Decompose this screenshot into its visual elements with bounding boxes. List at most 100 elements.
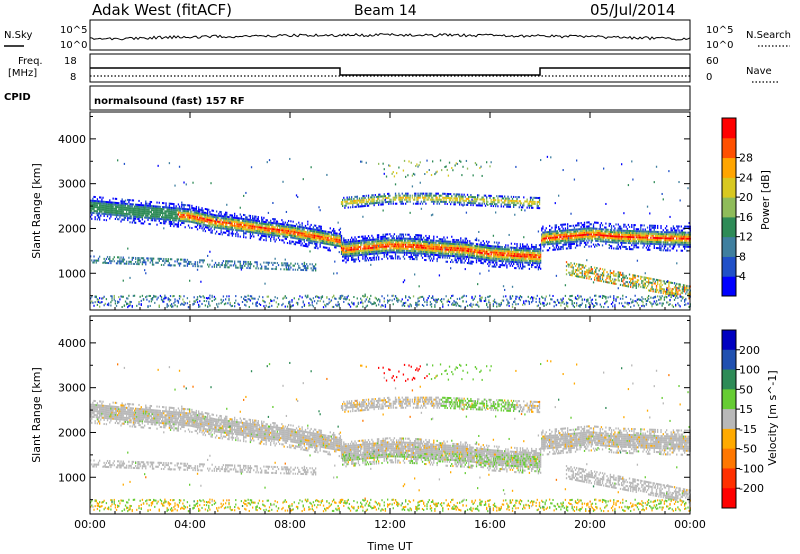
power-cell — [144, 216, 146, 219]
power-cell — [372, 242, 374, 245]
power-cell — [114, 300, 117, 303]
power-cell — [390, 249, 392, 252]
power-cell — [360, 239, 362, 242]
power-cell — [218, 220, 220, 223]
power-cell — [436, 235, 438, 238]
power-cell — [329, 237, 331, 240]
power-cell — [114, 207, 117, 210]
power-cell — [481, 258, 483, 261]
power-cell — [163, 257, 165, 260]
power-cell — [456, 249, 459, 252]
power-cell — [168, 222, 171, 225]
power-cell — [312, 240, 315, 243]
power-cell — [334, 240, 336, 243]
power-cell — [462, 257, 464, 260]
power-cell — [299, 223, 301, 226]
power-cell — [223, 213, 226, 216]
power-cell — [480, 251, 482, 254]
power-cell — [132, 207, 135, 210]
power-cell — [187, 212, 190, 215]
power-cell — [510, 297, 513, 300]
power-cell — [289, 240, 291, 243]
power-cell — [370, 242, 372, 245]
power-cell — [362, 257, 364, 260]
power-cell — [212, 213, 214, 216]
power-cell — [425, 259, 427, 262]
power-cell — [159, 221, 162, 225]
power-cell — [313, 265, 316, 268]
power-cell — [347, 257, 349, 260]
power-cell — [479, 294, 481, 297]
power-cell — [504, 258, 506, 261]
power-cell — [168, 162, 171, 165]
power-cell — [234, 222, 236, 225]
power-cell — [484, 250, 487, 253]
power-cell — [409, 241, 411, 244]
power-cell — [429, 198, 432, 201]
power-cell — [302, 269, 304, 272]
power-cell — [486, 244, 488, 247]
power-cell — [384, 303, 387, 306]
power-cell — [121, 198, 123, 201]
power-cell — [204, 214, 207, 217]
power-cell — [171, 210, 173, 213]
power-cell — [214, 218, 217, 221]
power-cell — [180, 207, 182, 210]
power-cell — [207, 212, 209, 215]
power-cell — [376, 244, 379, 247]
power-cell — [319, 300, 321, 303]
power-cell — [162, 212, 164, 215]
power-cell — [371, 196, 373, 199]
power-cell — [501, 195, 504, 198]
power-cell — [156, 215, 158, 218]
power-cell — [205, 297, 208, 300]
power-cell — [211, 300, 213, 303]
power-cell — [510, 250, 513, 253]
power-cell — [144, 208, 146, 211]
power-cell — [336, 272, 338, 275]
power-cell — [336, 305, 338, 308]
power-cell — [138, 216, 140, 219]
power-cell — [318, 237, 320, 240]
power-cell — [163, 222, 165, 225]
power-cell — [117, 302, 119, 305]
power-cell — [286, 229, 289, 232]
power-cell — [352, 258, 354, 261]
power-cell — [423, 198, 425, 201]
power-cell — [367, 241, 370, 244]
power-cell — [333, 227, 335, 230]
power-cell — [225, 227, 227, 230]
power-cell — [110, 211, 112, 214]
power-cell — [120, 295, 122, 298]
power-cell — [99, 210, 101, 213]
power-cell — [499, 195, 501, 198]
power-cell — [405, 243, 407, 246]
power-cell — [335, 244, 337, 247]
power-cell — [140, 210, 142, 213]
power-cell — [417, 194, 419, 197]
power-cell — [489, 251, 491, 254]
power-cell — [133, 213, 136, 216]
power-cell — [452, 255, 454, 258]
power-cell — [137, 257, 139, 260]
power-cell — [492, 251, 495, 254]
power-cell — [295, 231, 298, 234]
power-cell — [322, 232, 325, 235]
power-cell — [229, 260, 231, 263]
power-cell — [164, 220, 166, 223]
power-cell — [123, 202, 126, 205]
power-cell — [241, 221, 244, 224]
power-cell — [426, 247, 428, 250]
power-cell — [453, 238, 455, 241]
power-cell — [220, 219, 222, 222]
power-cell — [166, 303, 168, 306]
power-cell — [307, 237, 309, 240]
power-cell — [408, 241, 410, 244]
power-cell — [482, 256, 484, 259]
power-cell — [327, 237, 329, 240]
power-cell — [338, 297, 340, 300]
power-cell — [483, 254, 486, 257]
power-cell — [405, 192, 407, 195]
power-cell — [347, 251, 349, 254]
power-cell — [488, 265, 490, 268]
